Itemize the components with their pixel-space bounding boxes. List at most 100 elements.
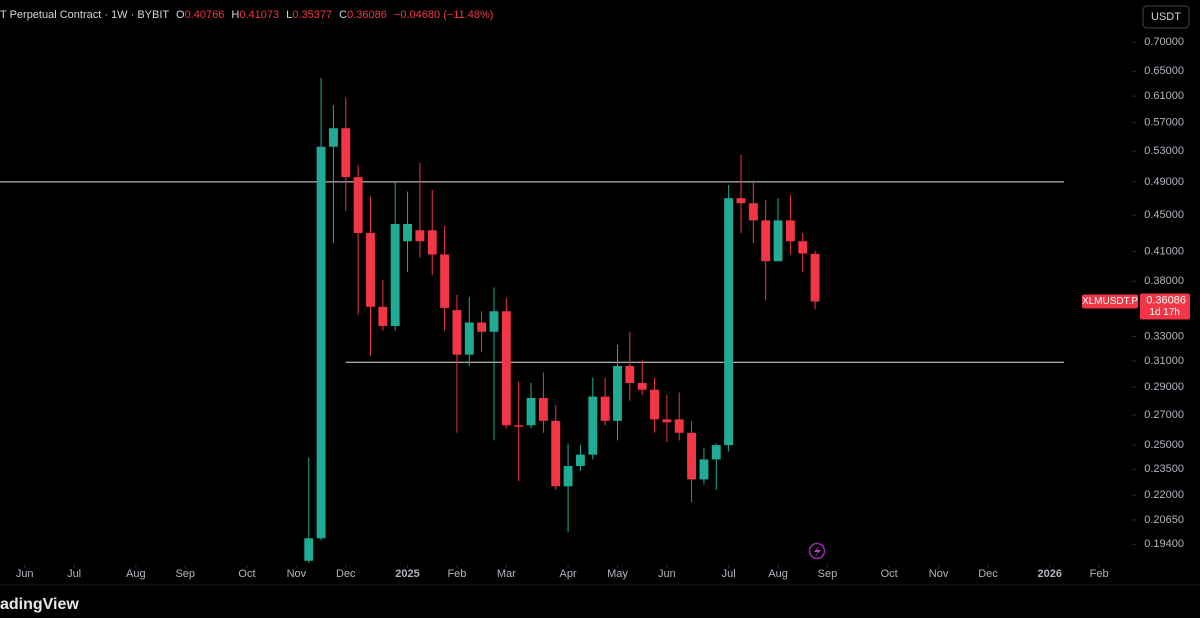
candle-body <box>304 538 314 561</box>
candle-body <box>538 397 548 421</box>
candle-body <box>773 220 783 262</box>
x-tick-label: Oct <box>881 568 898 580</box>
candle-body <box>761 220 771 262</box>
y-tick-label: 0.65000 <box>1144 65 1184 77</box>
close-value: 0.36086 <box>347 9 387 21</box>
candle-body <box>501 311 511 426</box>
y-tick-label: 0.25000 <box>1144 439 1184 451</box>
event-bolt <box>814 546 821 557</box>
x-tick-label: Jun <box>658 568 676 580</box>
y-tick-label: 0.61000 <box>1144 90 1184 102</box>
x-tick-label: Nov <box>287 568 307 580</box>
x-tick-label: Sep <box>818 568 838 580</box>
change: −0.04680 (−11.48%) <box>393 9 494 21</box>
low-key: L <box>286 9 293 21</box>
candle-body <box>711 445 721 460</box>
candle-body <box>699 459 709 480</box>
candle-body <box>415 230 425 242</box>
candle-body <box>810 253 820 302</box>
candle-body <box>625 366 635 384</box>
x-tick-label: Feb <box>447 568 466 580</box>
x-tick-label: Nov <box>929 568 949 580</box>
candle-body <box>452 310 462 355</box>
candle-body <box>588 396 598 455</box>
x-tick-label: Jul <box>67 568 81 580</box>
y-tick-label: 0.31000 <box>1144 355 1184 367</box>
x-tick-label: Apr <box>560 568 577 580</box>
y-tick-label: 0.29000 <box>1144 381 1184 393</box>
open-key: O <box>176 9 185 21</box>
high-value: 0.41073 <box>239 9 280 21</box>
candle-body <box>526 397 536 426</box>
y-tick-label: 0.27000 <box>1144 409 1184 421</box>
candle-body <box>613 366 622 421</box>
currency-box[interactable] <box>1142 5 1190 29</box>
x-tick-label: Mar <box>497 568 516 580</box>
high-key: H <box>231 9 240 21</box>
price-tag-value: 0.36086 <box>1146 294 1186 306</box>
close-key: C <box>339 9 348 21</box>
candle-body <box>353 177 363 233</box>
y-tick-label: 0.22000 <box>1144 489 1184 501</box>
symbol-label: XLMUSDT.P <box>1082 296 1138 307</box>
candle-body <box>687 432 697 480</box>
y-tick-label: 0.19400 <box>1144 538 1184 550</box>
candle-body <box>600 396 610 421</box>
x-tick-label: Aug <box>768 568 788 580</box>
y-tick-label: 0.70000 <box>1144 36 1184 48</box>
x-tick-label: May <box>607 568 628 580</box>
candle-body <box>427 230 437 255</box>
x-tick-label: Oct <box>238 568 255 580</box>
x-tick-label: Feb <box>1090 568 1109 580</box>
candle-body <box>464 322 474 355</box>
candle-body <box>674 419 684 433</box>
open-value: 0.40766 <box>184 9 225 21</box>
candle-body <box>724 198 734 446</box>
x-tick-label: Aug <box>126 568 146 580</box>
candle-body <box>551 420 561 487</box>
price-line-marker <box>1082 294 1138 309</box>
y-tick-label: 0.57000 <box>1144 117 1184 129</box>
candle-body <box>341 128 351 178</box>
candle-body <box>662 419 672 423</box>
currency[interactable]: USDT <box>1151 11 1181 23</box>
candle-body <box>575 454 585 466</box>
candle-body <box>736 198 746 204</box>
x-tick-label: Sep <box>175 568 195 580</box>
y-tick-label: 0.49000 <box>1144 176 1184 188</box>
y-tick-label: 0.23500 <box>1144 463 1184 475</box>
x-tick-label: Dec <box>336 568 356 580</box>
candle-body <box>798 241 808 254</box>
y-tick-label: 0.41000 <box>1144 245 1184 257</box>
candle-body <box>390 223 400 326</box>
x-tick-label: 2026 <box>1037 568 1061 580</box>
candle-body <box>785 220 795 242</box>
candle-body <box>489 311 499 332</box>
y-tick-label: 0.20650 <box>1144 514 1184 526</box>
price-tag <box>1140 293 1190 320</box>
candle-body <box>378 306 388 326</box>
y-tick-label: 0.33000 <box>1144 330 1184 342</box>
candle-body <box>477 322 487 332</box>
y-tick-label: 0.38000 <box>1144 275 1184 287</box>
candle-body <box>328 128 338 147</box>
candle-body <box>650 389 659 420</box>
y-tick-label: 0.45000 <box>1144 209 1184 221</box>
watermark: adingView <box>0 596 79 613</box>
candle-body <box>637 383 647 390</box>
event-icon[interactable] <box>808 542 826 560</box>
price-tag-countdown: 1d 17h <box>1149 307 1180 318</box>
x-tick-label: Jul <box>722 568 736 580</box>
header-title: T Perpetual Contract · 1W · BYBIT <box>0 9 169 21</box>
x-tick-label: Dec <box>978 568 998 580</box>
candle-body <box>366 232 375 307</box>
y-tick-label: 0.53000 <box>1144 145 1184 157</box>
low-value: 0.35377 <box>292 9 333 21</box>
candle-body <box>403 223 412 242</box>
x-tick-label: 2025 <box>395 568 419 580</box>
candle-body <box>514 425 524 427</box>
header: T Perpetual Contract · 1W · BYBIT O0.407… <box>0 9 493 21</box>
x-tick-label: Jun <box>16 568 34 580</box>
